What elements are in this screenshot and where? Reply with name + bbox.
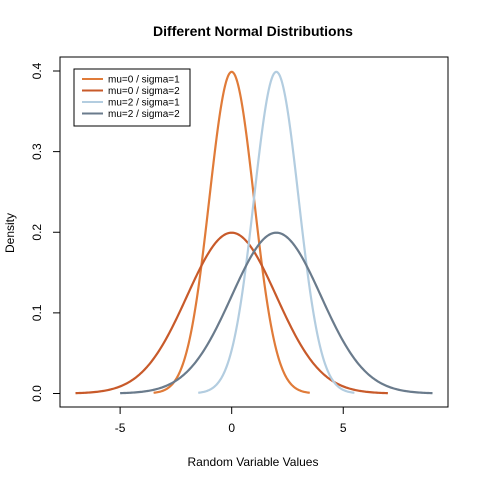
legend-label-2: mu=0 / sigma=2 — [108, 86, 180, 97]
y-tick-label: 0.4 — [30, 62, 44, 79]
legend: mu=0 / sigma=1mu=0 / sigma=2mu=2 / sigma… — [74, 69, 190, 126]
y-tick-label: 0.2 — [30, 224, 44, 241]
x-axis-label: Random Variable Values — [188, 455, 319, 469]
y-tick-label: 0.0 — [30, 385, 44, 402]
y-tick-label: 0.1 — [30, 304, 44, 321]
y-axis: 0.0 0.1 0.2 0.3 0.4 — [30, 62, 60, 402]
legend-label-4: mu=2 / sigma=2 — [108, 109, 180, 120]
x-tick-label: -5 — [115, 421, 126, 435]
x-tick-label: 0 — [228, 421, 235, 435]
legend-label-3: mu=2 / sigma=1 — [108, 98, 180, 109]
x-axis: -5 0 5 — [115, 407, 347, 435]
y-tick-label: 0.3 — [30, 143, 44, 160]
series-line-4 — [120, 233, 432, 393]
chart-title: Different Normal Distributions — [153, 23, 353, 39]
y-axis-label: Density — [3, 213, 17, 253]
series-line-2 — [76, 233, 388, 393]
x-tick-label: 5 — [340, 421, 347, 435]
legend-label-1: mu=0 / sigma=1 — [108, 75, 180, 86]
